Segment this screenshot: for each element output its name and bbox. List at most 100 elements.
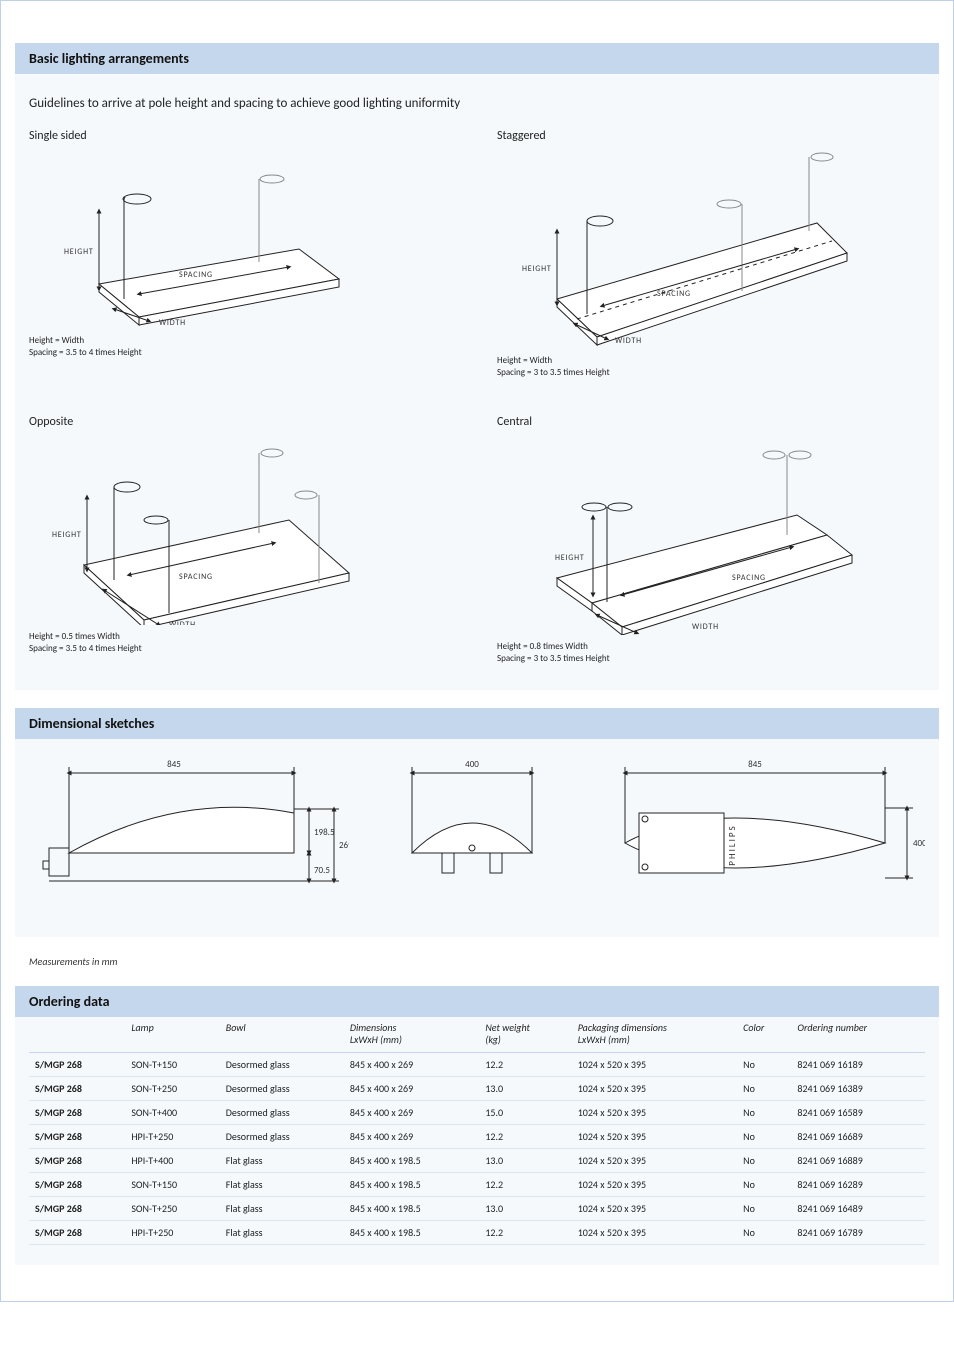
diagram-staggered: Staggered xyxy=(497,129,925,379)
table-cell: 1024 x 520 x 395 xyxy=(572,1076,737,1100)
table-cell: 12.2 xyxy=(479,1052,571,1076)
table-cell: 1024 x 520 x 395 xyxy=(572,1148,737,1172)
table-row: S/MGP 268SON-T+250Desormed glass845 x 40… xyxy=(29,1076,925,1100)
basic-arrangements-header: Basic lighting arrangements xyxy=(15,43,939,74)
table-cell: S/MGP 268 xyxy=(29,1196,125,1220)
caption-l1: Height = 0.5 times Width xyxy=(29,631,457,643)
table-cell: 13.0 xyxy=(479,1076,571,1100)
table-cell: S/MGP 268 xyxy=(29,1124,125,1148)
caption-l2: Spacing = 3 to 3.5 times Height xyxy=(497,653,925,665)
table-row: S/MGP 268HPI-T+250Desormed glass845 x 40… xyxy=(29,1124,925,1148)
label-spacing: SPACING xyxy=(657,289,691,299)
table-cell: No xyxy=(737,1196,791,1220)
table-cell: 845 x 400 x 198.5 xyxy=(344,1172,480,1196)
diagram-central: Central xyxy=(497,415,925,665)
label-width: WIDTH xyxy=(692,622,719,632)
table-col-header: Bowl xyxy=(220,1017,344,1053)
label-spacing: SPACING xyxy=(179,270,213,280)
dim-705: 70.5 xyxy=(314,865,330,876)
table-cell: 12.2 xyxy=(479,1124,571,1148)
table-cell: S/MGP 268 xyxy=(29,1052,125,1076)
table-cell: No xyxy=(737,1100,791,1124)
measurements-note: Measurements in mm xyxy=(29,955,939,968)
table-cell: 8241 069 16389 xyxy=(791,1076,925,1100)
table-cell: No xyxy=(737,1052,791,1076)
table-row: S/MGP 268SON-T+400Desormed glass845 x 40… xyxy=(29,1100,925,1124)
label-spacing: SPACING xyxy=(179,572,213,582)
table-cell: Flat glass xyxy=(220,1172,344,1196)
table-cell: 845 x 400 x 198.5 xyxy=(344,1148,480,1172)
label-width: WIDTH xyxy=(615,336,642,346)
table-cell: Flat glass xyxy=(220,1148,344,1172)
table-cell: 8241 069 16289 xyxy=(791,1172,925,1196)
table-cell: S/MGP 268 xyxy=(29,1100,125,1124)
opposite-icon: HEIGHT SPACING WIDTH xyxy=(29,435,359,625)
table-cell: 1024 x 520 x 395 xyxy=(572,1052,737,1076)
table-cell: 13.0 xyxy=(479,1196,571,1220)
caption-l1: Height = Width xyxy=(29,335,457,347)
table-cell: 845 x 400 x 198.5 xyxy=(344,1196,480,1220)
staggered-icon: HEIGHT SPACING WIDTH xyxy=(497,149,857,349)
table-cell: S/MGP 268 xyxy=(29,1172,125,1196)
table-cell: SON-T+150 xyxy=(125,1052,219,1076)
caption-l2: Spacing = 3 to 3.5 times Height xyxy=(497,367,925,379)
table-cell: No xyxy=(737,1124,791,1148)
basic-title: Basic lighting arrangements xyxy=(29,50,189,67)
table-cell: 1024 x 520 x 395 xyxy=(572,1172,737,1196)
table-cell: SON-T+400 xyxy=(125,1100,219,1124)
dim-269: 269 xyxy=(339,840,349,851)
table-cell: No xyxy=(737,1148,791,1172)
table-cell: Desormed glass xyxy=(220,1100,344,1124)
central-icon: HEIGHT SPACING WIDTH xyxy=(497,435,857,635)
single-sided-icon: HEIGHT SPACING WIDTH xyxy=(29,149,349,329)
dimensional-body: 845 198.5 70.5 269 xyxy=(15,739,939,937)
label-spacing: SPACING xyxy=(732,573,766,583)
table-cell: No xyxy=(737,1172,791,1196)
table-cell: HPI-T+400 xyxy=(125,1148,219,1172)
table-cell: 845 x 400 x 269 xyxy=(344,1100,480,1124)
table-col-header: Color xyxy=(737,1017,791,1053)
table-cell: SON-T+250 xyxy=(125,1196,219,1220)
label-height: HEIGHT xyxy=(555,553,585,563)
table-cell: 845 x 400 x 269 xyxy=(344,1124,480,1148)
dimensional-title: Dimensional sketches xyxy=(29,715,154,732)
top-view-icon: 845 PHILIPS 400 xyxy=(595,753,925,913)
table-header-row: LampBowlDimensionsLxWxH (mm)Net weight(k… xyxy=(29,1017,925,1053)
table-row: S/MGP 268HPI-T+400Flat glass845 x 400 x … xyxy=(29,1148,925,1172)
dim-400: 400 xyxy=(465,759,479,770)
table-cell: Flat glass xyxy=(220,1196,344,1220)
table-cell: 1024 x 520 x 395 xyxy=(572,1196,737,1220)
table-cell: 845 x 400 x 198.5 xyxy=(344,1220,480,1244)
table-cell: HPI-T+250 xyxy=(125,1124,219,1148)
ordering-header: Ordering data xyxy=(15,986,939,1017)
ordering-title: Ordering data xyxy=(29,993,110,1010)
dim-845: 845 xyxy=(167,759,181,770)
table-cell: 8241 069 16489 xyxy=(791,1196,925,1220)
label-height: HEIGHT xyxy=(52,530,82,540)
table-cell: SON-T+150 xyxy=(125,1172,219,1196)
table-row: S/MGP 268SON-T+250Flat glass845 x 400 x … xyxy=(29,1196,925,1220)
table-cell: 8241 069 16589 xyxy=(791,1100,925,1124)
basic-subtitle: Guidelines to arrive at pole height and … xyxy=(29,96,925,111)
diagram-opposite: Opposite xyxy=(29,415,457,665)
table-cell: 12.2 xyxy=(479,1220,571,1244)
diagram-grid: Single sided xyxy=(29,129,925,666)
basic-arrangements-body: Guidelines to arrive at pole height and … xyxy=(15,74,939,690)
label-width: WIDTH xyxy=(169,620,196,625)
table-row: S/MGP 268SON-T+150Flat glass845 x 400 x … xyxy=(29,1172,925,1196)
table-cell: S/MGP 268 xyxy=(29,1148,125,1172)
table-cell: Desormed glass xyxy=(220,1076,344,1100)
table-cell: 8241 069 16889 xyxy=(791,1148,925,1172)
table-cell: SON-T+250 xyxy=(125,1076,219,1100)
document-page: Basic lighting arrangements Guidelines t… xyxy=(0,0,954,1302)
diagram-single-sided: Single sided xyxy=(29,129,457,379)
table-cell: 8241 069 16789 xyxy=(791,1220,925,1244)
ordering-table: LampBowlDimensionsLxWxH (mm)Net weight(k… xyxy=(29,1017,925,1245)
diagram-title: Single sided xyxy=(29,129,457,143)
table-cell: 1024 x 520 x 395 xyxy=(572,1220,737,1244)
table-row: S/MGP 268HPI-T+250Flat glass845 x 400 x … xyxy=(29,1220,925,1244)
table-cell: Desormed glass xyxy=(220,1124,344,1148)
table-col-header xyxy=(29,1017,125,1053)
table-cell: 845 x 400 x 269 xyxy=(344,1052,480,1076)
table-cell: 8241 069 16189 xyxy=(791,1052,925,1076)
